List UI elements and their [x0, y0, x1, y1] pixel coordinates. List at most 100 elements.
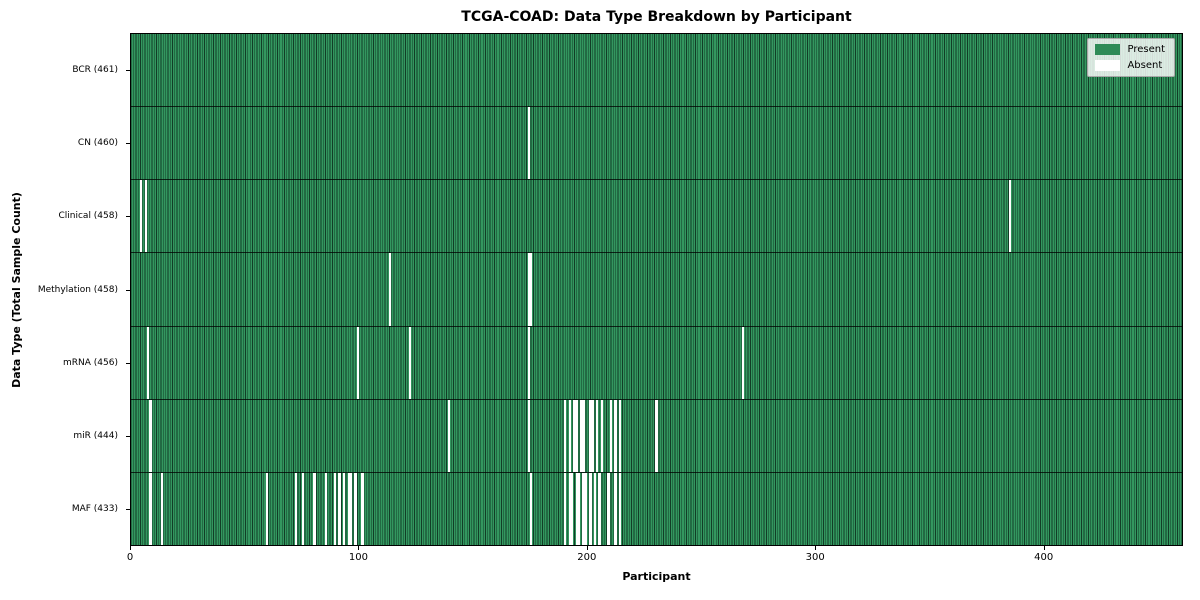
absent-stripe	[614, 399, 617, 472]
absent-stripe	[564, 399, 567, 472]
absent-stripe	[333, 472, 337, 545]
absent-stripe	[301, 472, 305, 545]
plot-area: Present Absent	[130, 33, 1183, 546]
x-tick-label: 100	[348, 552, 368, 563]
absent-stripe	[573, 399, 576, 472]
absent-stripe	[160, 472, 163, 545]
absent-stripe	[600, 399, 603, 472]
absent-stripe	[324, 472, 328, 545]
absent-stripe	[575, 399, 578, 472]
x-tick-label: 400	[1034, 552, 1054, 563]
heatmap-row-cn	[131, 107, 1182, 181]
x-tick-labels: 0 100 200 300 400	[126, 546, 1183, 576]
absent-stripe	[149, 472, 152, 545]
absent-stripe	[447, 399, 451, 472]
absent-stripe	[568, 399, 572, 472]
absent-stripe	[607, 472, 610, 545]
absent-stripe	[591, 399, 594, 472]
absent-stripe	[529, 472, 533, 545]
absent-stripe	[146, 326, 150, 399]
absent-swatch-icon	[1095, 60, 1121, 71]
x-tick-mark	[358, 546, 360, 550]
y-tick-label: MAF (433)	[71, 504, 118, 515]
absent-stripe	[388, 253, 391, 326]
y-tick-mark	[126, 509, 130, 511]
present-swatch-icon	[1095, 44, 1121, 55]
y-tick-label: CN (460)	[77, 137, 118, 148]
absent-stripe	[582, 399, 585, 472]
absent-stripe	[529, 253, 533, 326]
absent-stripe	[295, 472, 298, 545]
y-tick-mark	[126, 362, 130, 364]
heatmap-row-mir	[131, 399, 1182, 473]
absent-stripe	[571, 472, 574, 545]
absent-stripe	[313, 472, 316, 545]
y-tick-mark	[126, 69, 130, 71]
y-tick-labels: BCR (461) CN (460) Clinical (458) Methylati…	[0, 33, 122, 546]
x-tick-mark	[815, 546, 817, 550]
absent-stripe	[589, 399, 592, 472]
absent-stripe	[609, 399, 613, 472]
absent-stripe	[596, 399, 599, 472]
y-tick-mark	[126, 289, 130, 291]
absent-stripe	[614, 472, 617, 545]
absent-stripe	[361, 472, 364, 545]
absent-stripe	[618, 399, 622, 472]
x-axis-label: Participant	[622, 570, 691, 583]
absent-stripe	[655, 399, 658, 472]
x-tick-mark	[1043, 546, 1045, 550]
absent-stripe	[527, 399, 530, 472]
absent-stripe	[568, 472, 572, 545]
legend-label-present: Present	[1127, 44, 1165, 55]
heatmap-rows	[131, 34, 1182, 545]
x-tick-mark	[130, 546, 131, 550]
absent-stripe	[527, 253, 530, 326]
absent-stripe	[741, 326, 745, 399]
x-tick-mark	[586, 546, 588, 550]
absent-stripe	[338, 472, 341, 545]
heatmap-row-mrna	[131, 326, 1182, 400]
y-tick-label: miR (444)	[73, 431, 118, 442]
absent-stripe	[575, 472, 578, 545]
y-tick-mark	[126, 436, 130, 438]
y-tick-label: Methylation (458)	[37, 284, 118, 295]
legend-label-absent: Absent	[1127, 60, 1163, 71]
y-tick-mark	[126, 216, 130, 218]
absent-stripe	[409, 326, 412, 399]
absent-stripe	[577, 472, 581, 545]
chart-title: TCGA-COAD: Data Type Breakdown by Partic…	[461, 9, 852, 25]
absent-stripe	[618, 472, 622, 545]
heatmap-row-methylation	[131, 253, 1182, 327]
y-tick-label: BCR (461)	[72, 64, 118, 75]
y-tick-mark	[126, 142, 130, 144]
absent-stripe	[140, 180, 143, 253]
x-tick-label: 300	[805, 552, 825, 563]
absent-stripe	[527, 107, 530, 180]
heatmap-row-bcr	[131, 34, 1182, 108]
heatmap-row-clinical	[131, 180, 1182, 254]
y-tick-label: Clinical (458)	[58, 211, 118, 222]
absent-stripe	[349, 472, 353, 545]
absent-stripe	[593, 472, 597, 545]
absent-stripe	[144, 180, 147, 253]
absent-stripe	[356, 326, 359, 399]
absent-stripe	[347, 472, 350, 545]
legend-entry-absent: Absent	[1095, 60, 1165, 71]
legend: Present Absent	[1087, 38, 1175, 77]
heatmap-row-maf	[131, 472, 1182, 545]
absent-stripe	[343, 472, 346, 545]
absent-stripe	[527, 326, 530, 399]
absent-stripe	[354, 472, 357, 545]
absent-stripe	[598, 472, 601, 545]
legend-entry-present: Present	[1095, 44, 1165, 55]
absent-stripe	[589, 472, 592, 545]
x-tick-label: 200	[577, 552, 597, 563]
y-tick-label: mRNA (456)	[63, 357, 118, 368]
absent-stripe	[580, 399, 583, 472]
absent-stripe	[149, 399, 152, 472]
absent-stripe	[1008, 180, 1012, 253]
absent-stripe	[584, 472, 587, 545]
absent-stripe	[265, 472, 268, 545]
x-tick-label: 0	[126, 552, 134, 563]
